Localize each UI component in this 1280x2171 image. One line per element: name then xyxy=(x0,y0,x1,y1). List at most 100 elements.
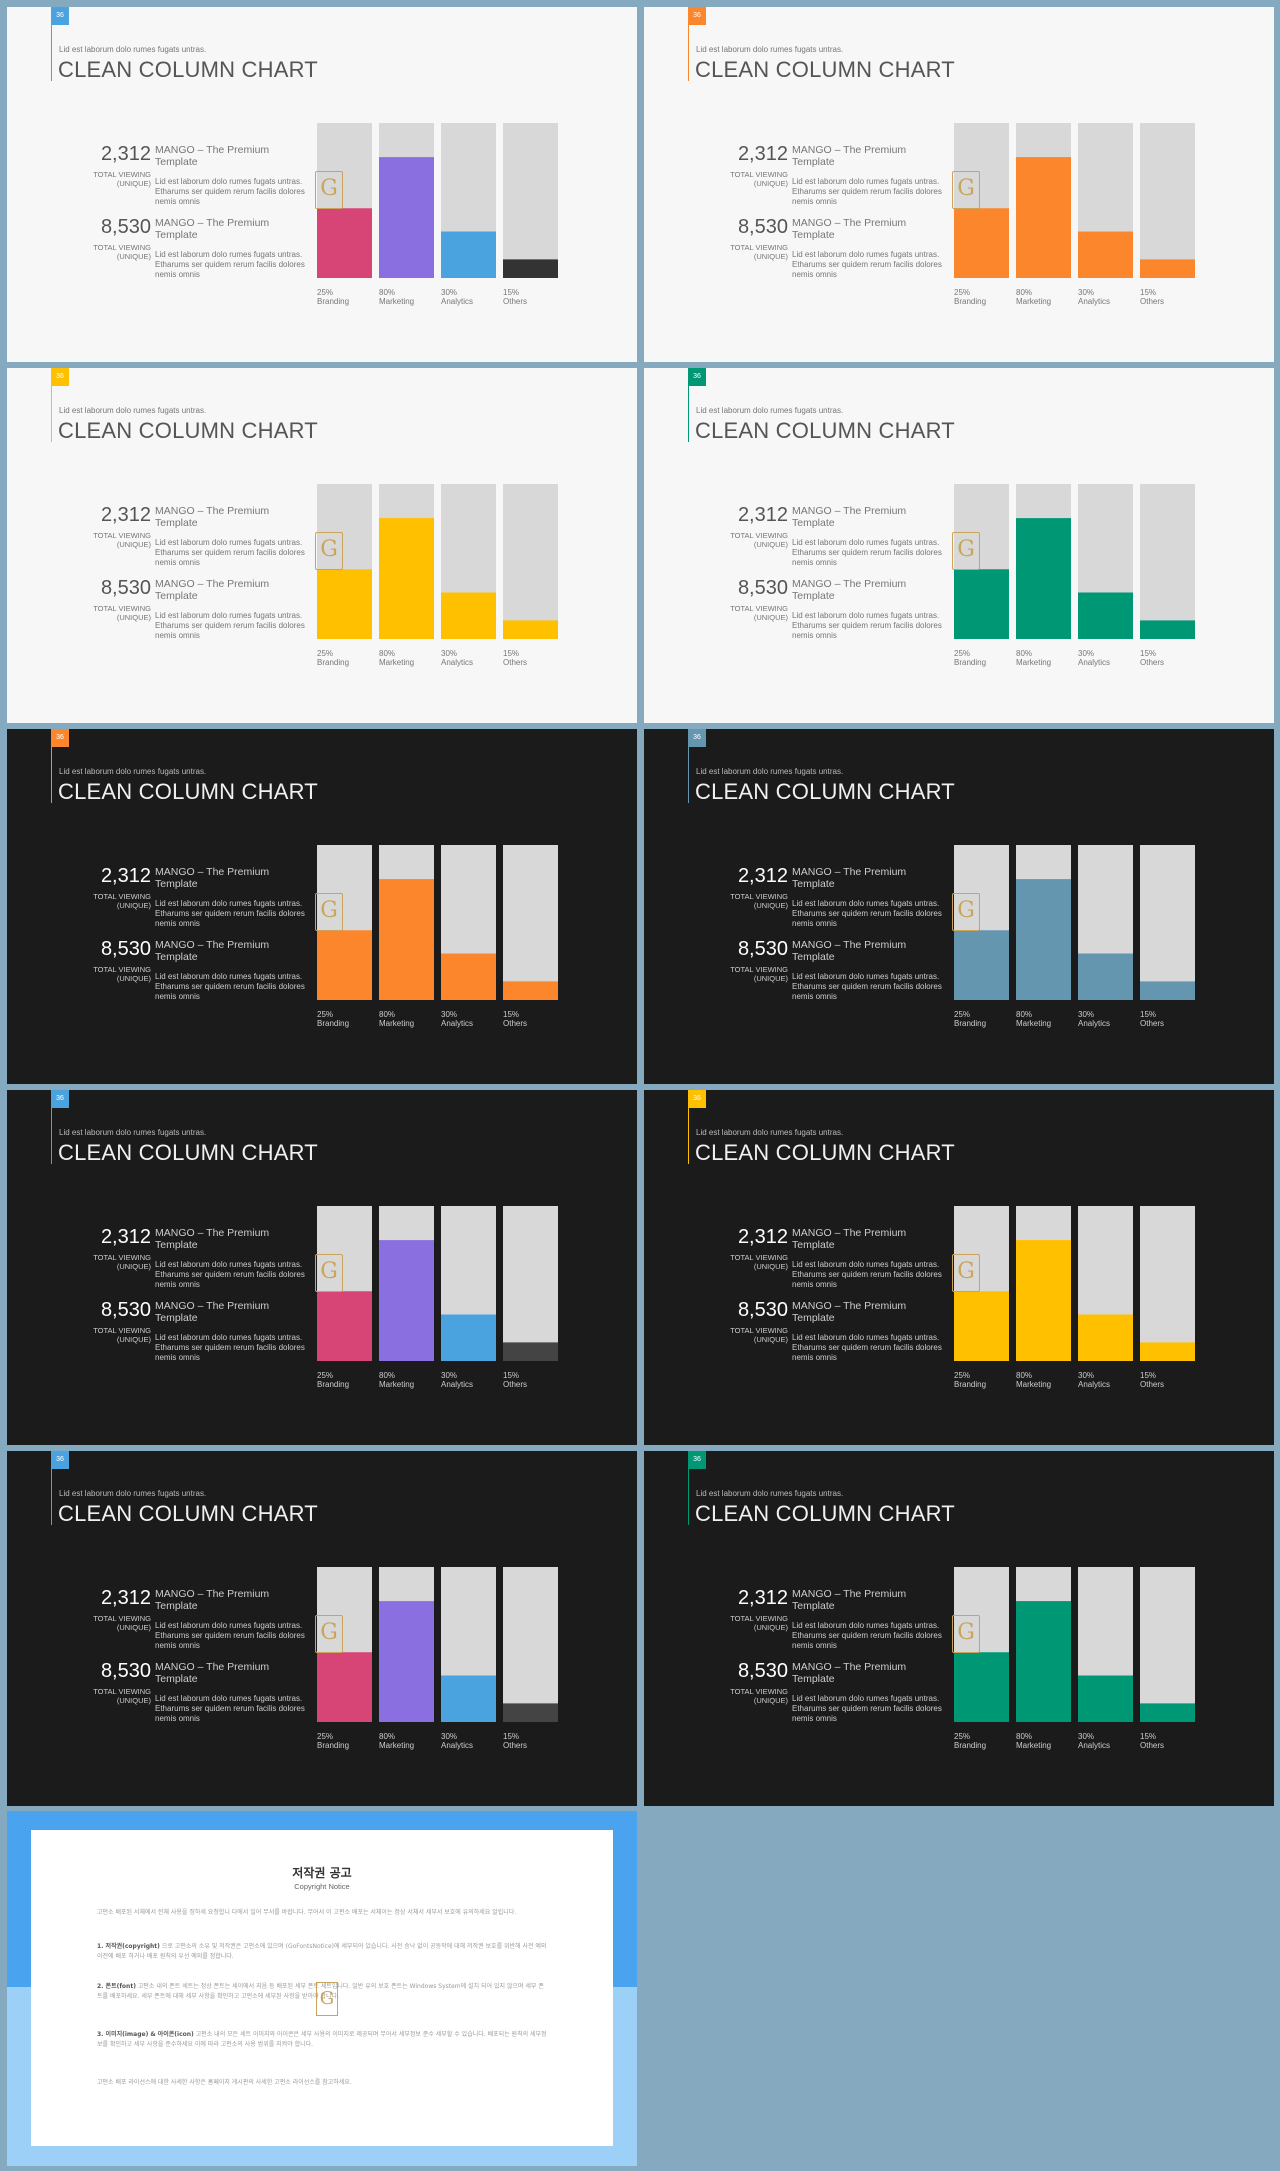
category-label: 25% Branding xyxy=(317,649,373,667)
stat-number: 2,312 xyxy=(737,865,788,887)
bar-analytics xyxy=(1078,1675,1133,1722)
category-name: Others xyxy=(1140,658,1165,667)
category-label: 15% Others xyxy=(503,1010,559,1028)
stat-body: Lid est laborum dolo rumes fugats untras… xyxy=(155,538,305,567)
stat-label: TOTAL VIEWING (UNIQUE) xyxy=(730,892,788,910)
category-name: Others xyxy=(503,1380,528,1389)
category-label: 80% Marketing xyxy=(1016,649,1072,667)
stat-label: TOTAL VIEWING (UNIQUE) xyxy=(730,531,788,549)
bar-marketing xyxy=(379,518,434,639)
watermark-logo-icon: G xyxy=(315,171,343,209)
slide-subtitle: Lid est laborum dolo rumes fugats untras… xyxy=(59,45,207,54)
category-name: Marketing xyxy=(379,1380,415,1389)
stat-label: TOTAL VIEWING (UNIQUE) xyxy=(730,1687,788,1705)
column-chart: 25% Branding 80% Marketing 30% Analytics 15% Ot… xyxy=(954,845,1199,1030)
category-name: Others xyxy=(503,658,528,667)
category-name: Others xyxy=(1140,297,1165,306)
stat-heading: MANGO – The Premium Template xyxy=(792,1227,907,1251)
slide-title: CLEAN COLUMN CHART xyxy=(695,57,955,82)
chart-slide: 36 Lid est laborum dolo rumes fugats untr… xyxy=(7,368,637,723)
bar-analytics xyxy=(1078,231,1133,278)
page-number-badge: 36 xyxy=(688,368,706,386)
category-label: 80% Marketing xyxy=(379,649,435,667)
category-label: 80% Marketing xyxy=(379,1010,435,1028)
category-name: Branding xyxy=(954,1380,987,1389)
stat-body: Lid est laborum dolo rumes fugats untras… xyxy=(792,899,942,928)
category-label: 80% Marketing xyxy=(1016,1371,1072,1389)
chart-slide: 36 Lid est laborum dolo rumes fugats untr… xyxy=(644,368,1274,723)
category-name: Others xyxy=(503,1019,528,1028)
bar-track xyxy=(503,845,558,1000)
bar-analytics xyxy=(441,592,496,639)
chart-slide: 36 Lid est laborum dolo rumes fugats untr… xyxy=(644,7,1274,362)
value-label: 80% xyxy=(1016,1010,1033,1019)
stat-heading: MANGO – The Premium Template xyxy=(155,578,270,602)
value-label: 15% xyxy=(503,649,520,658)
category-label: 30% Analytics xyxy=(441,1010,497,1028)
stat-heading: MANGO – The Premium Template xyxy=(155,505,270,529)
value-label: 80% xyxy=(379,288,396,297)
stat-label: TOTAL VIEWING (UNIQUE) xyxy=(730,170,788,188)
chart-plot xyxy=(317,1206,558,1361)
bar-branding xyxy=(317,1652,372,1722)
value-label: 25% xyxy=(954,1732,971,1741)
stat-number: 8,530 xyxy=(737,1660,788,1682)
category-name: Marketing xyxy=(379,297,415,306)
watermark-logo-icon: G xyxy=(952,893,980,931)
slide-subtitle: Lid est laborum dolo rumes fugats untras… xyxy=(59,406,207,415)
category-label: 15% Others xyxy=(1140,1010,1196,1028)
value-label: 80% xyxy=(1016,1732,1033,1741)
category-name: Others xyxy=(503,1741,528,1750)
category-name: Analytics xyxy=(441,658,474,667)
bar-branding xyxy=(954,1291,1009,1361)
column-chart: 25% Branding 80% Marketing 30% Analytics 15% Ot… xyxy=(317,1567,562,1752)
category-label: 15% Others xyxy=(503,1732,559,1750)
category-name: Marketing xyxy=(379,1019,415,1028)
category-label: 15% Others xyxy=(503,649,559,667)
page-number-badge: 36 xyxy=(51,729,69,747)
page-number-badge: 36 xyxy=(51,1451,69,1469)
value-label: 15% xyxy=(1140,288,1157,297)
category-name: Others xyxy=(1140,1019,1165,1028)
stat-block: 2,312 TOTAL VIEWING (UNIQUE) MANGO – The P… xyxy=(714,143,942,213)
category-label: 15% Others xyxy=(1140,1371,1196,1389)
stat-body: Lid est laborum dolo rumes fugats untras… xyxy=(792,538,942,567)
value-label: 25% xyxy=(317,1371,334,1380)
category-name: Branding xyxy=(954,1741,987,1750)
category-label: 30% Analytics xyxy=(441,288,497,306)
category-name: Analytics xyxy=(441,1741,474,1750)
bar-branding xyxy=(954,930,1009,1000)
category-label: 30% Analytics xyxy=(441,1732,497,1750)
watermark-logo-icon: G xyxy=(315,1254,343,1292)
stat-heading: MANGO – The Premium Template xyxy=(155,144,270,168)
bar-marketing xyxy=(1016,1601,1071,1722)
bar-others xyxy=(503,1703,558,1722)
bar-track xyxy=(1140,123,1195,278)
page-number-badge: 36 xyxy=(688,1090,706,1108)
page-number-badge: 36 xyxy=(688,7,706,25)
chart-slide: 36 Lid est laborum dolo rumes fugats untr… xyxy=(7,1451,637,1806)
chart-slide: 36 Lid est laborum dolo rumes fugats untr… xyxy=(644,729,1274,1084)
bar-track xyxy=(1140,1206,1195,1361)
category-label: 25% Branding xyxy=(954,649,1010,667)
stat-number: 2,312 xyxy=(100,865,151,887)
stat-number: 8,530 xyxy=(737,577,788,599)
notice-paragraph: 1. 저작권(copyright) 으로 고펀소의 소유 및 저작권은 고펀소에… xyxy=(97,1943,547,1960)
bar-track xyxy=(503,1206,558,1361)
category-name: Analytics xyxy=(1078,658,1111,667)
chart-plot xyxy=(317,1567,558,1722)
value-label: 30% xyxy=(1078,1371,1095,1380)
watermark-logo-icon: G xyxy=(315,1615,343,1653)
stat-label: TOTAL VIEWING (UNIQUE) xyxy=(730,1253,788,1271)
stat-block: 8,530 TOTAL VIEWING (UNIQUE) MANGO – The P… xyxy=(714,216,942,286)
stat-block: 8,530 TOTAL VIEWING (UNIQUE) MANGO – The P… xyxy=(714,1660,942,1730)
category-name: Others xyxy=(1140,1741,1165,1750)
page-number-badge: 36 xyxy=(51,368,69,386)
stat-heading: MANGO – The Premium Template xyxy=(792,866,907,890)
slide-title: CLEAN COLUMN CHART xyxy=(58,1140,318,1165)
accent-line xyxy=(51,1108,52,1164)
stat-number: 2,312 xyxy=(737,143,788,165)
value-label: 30% xyxy=(441,649,458,658)
value-label: 25% xyxy=(317,1010,334,1019)
stat-block: 8,530 TOTAL VIEWING (UNIQUE) MANGO – The P… xyxy=(77,1660,305,1730)
